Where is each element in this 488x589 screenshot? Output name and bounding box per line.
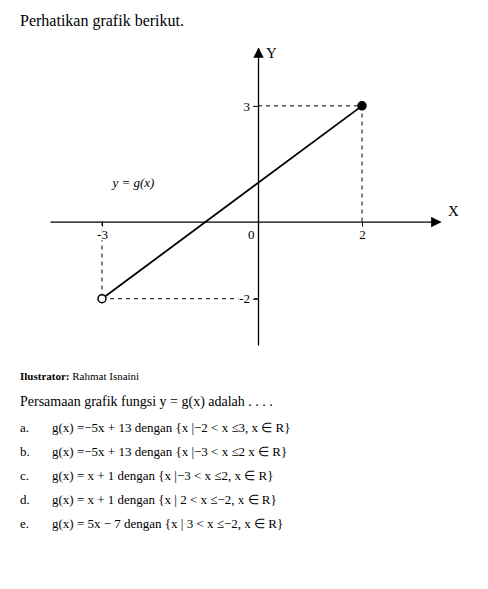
y-axis: -2 3 [239,49,258,346]
question: Persamaan grafik fungsi y = g(x) adalah … [20,394,273,410]
x-axis-tick: 2 [359,222,366,242]
x-axis-tick: -3 [97,222,108,242]
option-text: g(x) =−5x + 13 dengan {x |−2 < x ≤3, x ∈… [52,420,291,435]
chart: Perhatikan grafik berikut. -3 0 2 -2 3 X Yy = g… [0,0,488,589]
point [358,102,366,110]
x-axis-tick-label: 2 [359,227,366,242]
option-letter: b. [20,444,30,459]
option-text: g(x) = 5x − 7 dengan {x | 3 < x ≤−2, x ∈… [52,516,283,531]
graph-label: y = g(x) [110,175,154,190]
y-axis-tick: -2 [239,291,258,306]
x-axis-label: X [448,203,459,219]
plot-area [98,102,366,303]
x-axis-tick: 0 [248,222,259,242]
x-axis-line [51,221,441,222]
title: Perhatikan grafik berikut. [20,12,184,30]
y-axis-tick: 3 [244,99,259,114]
option-letter: a. [20,420,29,435]
y-axis-tick-mark [253,106,258,107]
reference-line [102,298,258,299]
x-axis: -3 0 2 [51,222,441,242]
y-axis-tick-label: 3 [244,99,251,114]
y-axis-tick-label: -2 [239,291,250,306]
credit-label: Ilustrator: [20,370,70,382]
option-text: g(x) =−5x + 13 dengan {x |−3 < x ≤2 x ∈ … [52,444,287,459]
x-axis-tick-label: 0 [248,227,255,242]
credit-name: Rahmat Isnaini [70,370,140,382]
x-axis-tick-label: -3 [97,227,108,242]
option-text: g(x) = x + 1 dengan {x | 2 < x ≤−2, x ∈ … [52,492,277,507]
y-axis-label: Y [266,45,277,61]
point [98,295,106,303]
reference-line [362,106,363,222]
y-axis-line [258,49,259,346]
line [102,106,362,299]
option-letter: d. [20,492,30,507]
option-text: g(x) = x + 1 dengan {x |−3 < x ≤2, x ∈ R… [52,468,273,483]
reference-line [258,105,362,106]
option-letter: e. [20,516,29,531]
option-letter: c. [20,468,29,483]
y-axis-tick-mark [253,299,258,300]
